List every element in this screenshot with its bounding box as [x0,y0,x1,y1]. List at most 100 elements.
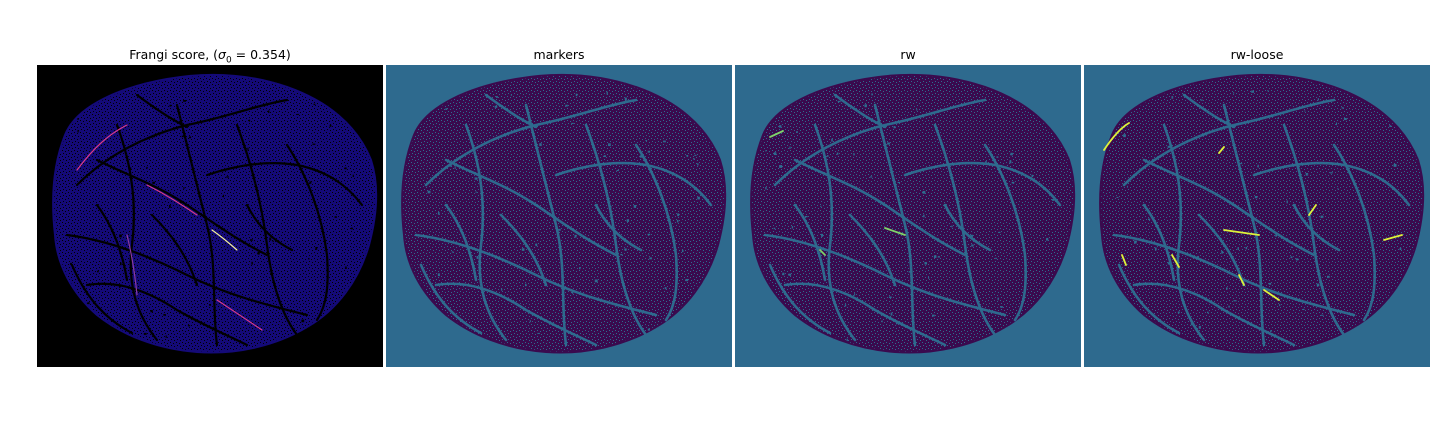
texture-speck [1051,306,1053,309]
texture-speck [353,175,354,177]
texture-speck [87,302,89,304]
texture-speck [1123,134,1126,137]
texture-speck [1046,238,1048,241]
texture-speck [898,182,900,183]
texture-speck [887,142,890,144]
rw-loose-image [1084,65,1430,367]
panel-title-rw: rw [735,46,1081,64]
texture-speck [428,191,431,194]
texture-speck [163,314,166,316]
texture-speck [703,281,704,283]
texture-speck [792,226,793,228]
texture-speck [677,220,679,222]
texture-speck [1031,175,1033,177]
texture-speck [183,187,184,188]
texture-speck [150,310,152,312]
texture-speck [438,273,440,276]
texture-speck [166,335,167,337]
texture-speck [996,156,998,157]
texture-speck [1155,247,1157,250]
texture-speck [251,262,252,265]
texture-speck [565,105,567,107]
texture-speck [821,234,823,237]
texture-speck [649,257,652,259]
texture-speck [595,279,598,282]
texture-speck [871,93,872,95]
texture-speck [183,100,186,102]
texture-speck [765,150,766,151]
texture-speck [1279,304,1280,306]
texture-speck [838,101,841,102]
texture-speck [697,197,699,200]
texture-speck [209,304,211,306]
texture-speck [805,216,808,217]
texture-speck [169,205,171,208]
texture-speck [663,141,666,143]
texture-speck [924,262,927,264]
texture-speck [477,256,479,259]
texture-speck [579,267,580,269]
rw-image [735,65,1081,367]
texture-speck [559,229,561,231]
texture-speck [1199,326,1201,329]
texture-speck [1127,186,1128,188]
texture-speck [779,165,782,168]
texture-speck [1171,96,1173,99]
texture-speck [1233,92,1234,93]
texture-speck [782,273,784,276]
texture-speck [999,232,1001,233]
texture-speck [1199,171,1201,172]
texture-speck [1277,118,1279,119]
texture-speck [891,313,893,316]
texture-speck [1255,196,1258,198]
texture-speck [1401,321,1404,323]
texture-speck [268,110,269,112]
texture-speck [315,247,317,250]
texture-speck [648,151,650,153]
texture-speck [445,108,447,110]
texture-speck [455,166,456,169]
texture-speck [1258,165,1259,168]
texture-speck [774,152,776,155]
texture-speck [1134,241,1137,244]
texture-speck [697,163,698,165]
texture-speck [345,267,347,269]
texture-speck [1318,98,1319,100]
texture-speck [1321,216,1324,218]
texture-speck [1287,200,1288,203]
texture-speck [894,126,896,128]
texture-speck [1234,300,1237,301]
texture-speck [685,279,688,281]
texture-speck [496,96,498,98]
texture-speck [796,131,798,133]
texture-speck [1238,247,1239,250]
texture-speck [539,143,541,146]
texture-speck [688,321,689,323]
texture-speck [923,215,924,218]
texture-speck [870,176,872,177]
texture-speck [1344,118,1347,120]
texture-speck [188,325,190,326]
texture-speck [152,182,155,184]
texture-speck [511,94,512,95]
texture-speck [1201,100,1203,101]
texture-speck [1321,315,1324,316]
texture-speck [309,181,311,183]
texture-speck [1270,330,1272,332]
texture-speck [119,234,122,237]
texture-speck [694,155,696,156]
texture-speck [864,104,867,107]
texture-speck [78,325,80,328]
texture-speck [1207,312,1209,314]
texture-speck [1400,248,1402,250]
texture-speck [634,205,636,208]
texture-speck [258,252,260,255]
texture-speck [249,120,250,122]
texture-speck [889,296,892,297]
texture-speck [76,309,77,312]
texture-speck [693,158,694,160]
texture-speck [247,148,248,151]
texture-speck [250,239,253,241]
texture-speck [998,298,999,301]
texture-speck [273,241,274,242]
